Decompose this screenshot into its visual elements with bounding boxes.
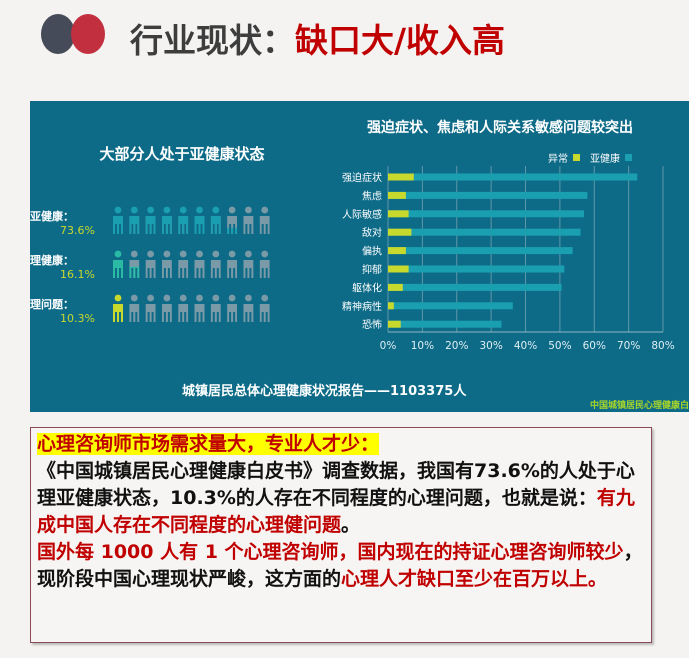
person-icon xyxy=(259,206,270,234)
x-tick-label: 80% xyxy=(651,340,674,352)
person-icon xyxy=(210,206,221,234)
row-label: 心理健康： xyxy=(30,253,74,267)
person-icon xyxy=(178,250,189,278)
bar-subhealth xyxy=(388,173,638,181)
text-box: 心理咨询师市场需求量大，专业人才少： 《中国城镇居民心理健康白皮书》调查数据，我… xyxy=(30,427,652,643)
person-icon xyxy=(243,206,254,234)
bar-subhealth xyxy=(388,265,565,273)
x-tick-label: 30% xyxy=(479,340,502,352)
infographic-svg: 大部分人处于亚健康状态心理亚健康：73.6% 心理健康：16.1% 心理问题：10.… xyxy=(30,119,689,411)
bar-abnormal xyxy=(388,265,409,273)
bar-abnormal xyxy=(388,283,403,291)
person-icon xyxy=(210,250,221,278)
bar-abnormal xyxy=(388,228,412,236)
row-label: 心理亚健康： xyxy=(30,209,74,223)
person-icon xyxy=(129,250,140,278)
decor-dot-dark xyxy=(41,14,75,54)
category-label: 偏执 xyxy=(362,245,382,258)
person-icon xyxy=(161,250,172,278)
category-label: 焦虑 xyxy=(362,189,382,202)
x-tick-label: 60% xyxy=(583,340,606,352)
bar-subhealth xyxy=(388,302,513,310)
row-label: 心理问题： xyxy=(30,297,74,311)
person-icon xyxy=(178,294,189,322)
report-caption: 城镇居民总体心理健康状况报告——1103375人 xyxy=(182,383,467,399)
person-icon xyxy=(259,250,270,278)
watermark-logo: 中国城镇居民心理健康白 xyxy=(590,399,689,411)
textbox-heading: 心理咨询师市场需求量大，专业人才少： xyxy=(37,433,380,455)
infographic-panel: 大部分人处于亚健康状态心理亚健康：73.6% 心理健康：16.1% 心理问题：10.… xyxy=(30,101,689,412)
person-icon xyxy=(129,294,140,322)
legend-label: 异常 xyxy=(548,152,568,165)
person-icon xyxy=(194,250,205,278)
bar-subhealth xyxy=(388,210,584,218)
chart-title: 强迫症状、焦虑和人际关系敏感问题较突出 xyxy=(367,119,633,136)
person-icon xyxy=(145,294,156,322)
bar-subhealth xyxy=(388,228,581,236)
person-icon xyxy=(227,294,238,322)
category-label: 躯体化 xyxy=(352,281,382,294)
person-icon xyxy=(145,250,156,278)
category-label: 精神病性 xyxy=(342,300,382,313)
person-icon xyxy=(161,206,172,234)
bar-subhealth xyxy=(388,283,562,291)
bar-abnormal xyxy=(388,191,406,199)
category-label: 抑郁 xyxy=(362,263,382,276)
bar-abnormal xyxy=(388,210,409,218)
row-percent: 73.6% xyxy=(60,224,95,237)
bar-abnormal xyxy=(388,320,401,328)
person-icon xyxy=(259,294,270,322)
bar-subhealth xyxy=(388,320,502,328)
bar-abnormal xyxy=(388,173,414,181)
person-icon xyxy=(178,206,189,234)
x-tick-label: 20% xyxy=(445,340,468,352)
x-tick-label: 10% xyxy=(411,340,434,352)
category-label: 人际敏感 xyxy=(342,208,382,221)
row-percent: 10.3% xyxy=(60,312,95,325)
infographic-title: 大部分人处于亚健康状态 xyxy=(99,145,264,163)
category-label: 恐怖 xyxy=(362,318,382,331)
category-label: 强迫症状 xyxy=(342,171,382,184)
legend-swatch xyxy=(625,154,632,161)
person-icon xyxy=(210,294,221,322)
bar-subhealth xyxy=(388,247,573,255)
person-icon xyxy=(194,294,205,322)
person-icon xyxy=(113,294,123,322)
legend-swatch xyxy=(573,154,580,161)
category-label: 敌对 xyxy=(362,226,382,239)
person-icon xyxy=(227,250,238,278)
person-icon xyxy=(194,206,205,234)
x-tick-label: 40% xyxy=(514,340,537,352)
bar-subhealth xyxy=(388,191,588,199)
bar-abnormal xyxy=(388,247,406,255)
x-tick-label: 50% xyxy=(548,340,571,352)
page-title: 行业现状：缺口大/收入高 xyxy=(130,21,506,60)
person-icon xyxy=(243,250,254,278)
person-icon xyxy=(243,294,254,322)
person-icon xyxy=(113,250,123,278)
row-percent: 16.1% xyxy=(60,268,95,281)
x-tick-label: 0% xyxy=(380,340,397,352)
bar-abnormal xyxy=(388,302,394,310)
legend-label: 亚健康 xyxy=(590,152,620,165)
x-tick-label: 70% xyxy=(617,340,640,352)
person-icon xyxy=(145,206,156,234)
person-icon xyxy=(129,206,140,234)
person-icon xyxy=(227,206,238,234)
person-icon xyxy=(161,294,172,322)
person-icon xyxy=(113,206,123,234)
decor-dot-red xyxy=(71,14,105,54)
